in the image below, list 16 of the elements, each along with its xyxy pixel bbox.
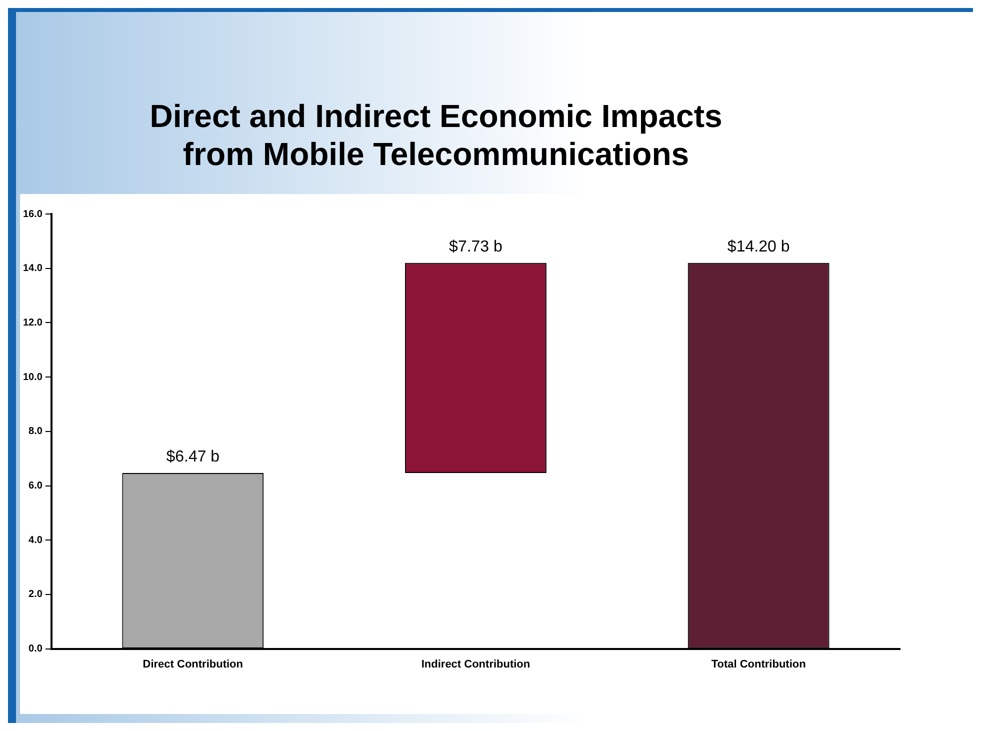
y-tick-label: 0.0 — [28, 644, 43, 655]
y-tick-label: 2.0 — [28, 589, 43, 600]
y-tick-label: 6.0 — [28, 480, 43, 492]
y-tick-label: 4.0 — [28, 534, 43, 546]
x-tick-label: Total Contribution — [711, 658, 806, 670]
data-label: $6.47 b — [166, 448, 220, 466]
chart-title: Direct and Indirect Economic Impacts from Mobile Telecommunications — [148, 97, 724, 173]
y-tick-label: 16.0 — [22, 208, 43, 220]
x-tick-label: Indirect Contribution — [421, 658, 530, 670]
data-label: $14.20 b — [727, 238, 790, 256]
x-tick-label: Direct Contribution — [142, 658, 244, 670]
y-tick-label: 12.0 — [22, 317, 43, 328]
y-tick-label: 10.0 — [22, 372, 43, 383]
data-label: $7.73 b — [449, 238, 503, 256]
y-tick-label: 8.0 — [28, 426, 43, 438]
y-tick-label: 14.0 — [22, 263, 43, 274]
